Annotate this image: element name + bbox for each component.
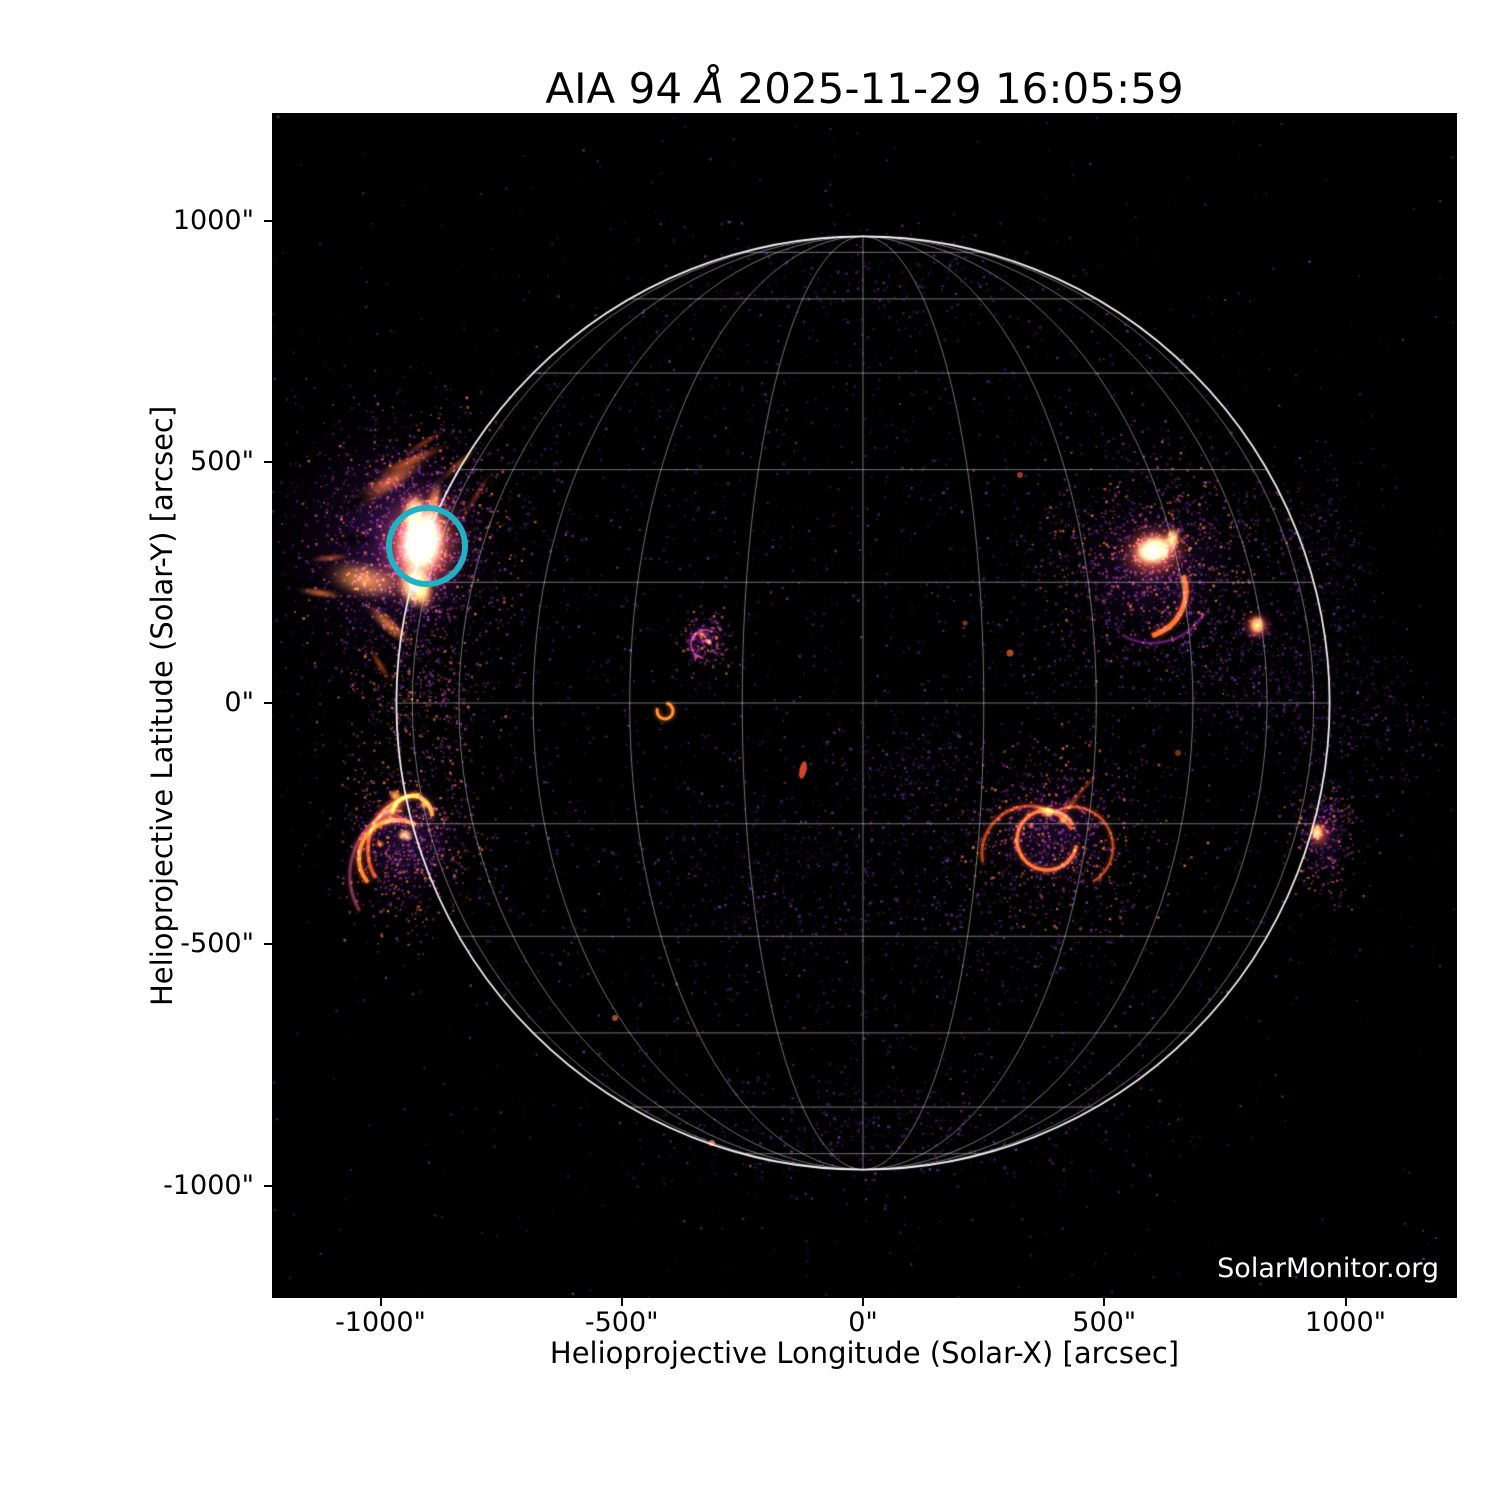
x-tick-label: 0"	[848, 1307, 878, 1338]
y-tick-mark	[264, 943, 272, 946]
title-instrument: AIA 94	[545, 64, 696, 113]
title-datetime: 2025-11-29 16:05:59	[724, 64, 1184, 113]
y-tick-label: 0"	[224, 687, 254, 718]
y-tick-label: 1000"	[172, 204, 254, 236]
x-tick-mark	[620, 1298, 623, 1306]
title-angstrom-symbol: Å	[695, 64, 725, 113]
y-tick-label: -1000"	[163, 1169, 254, 1201]
x-axis-label: Helioprojective Longitude (Solar-X) [arc…	[549, 1336, 1180, 1370]
y-tick-label: -500"	[180, 928, 254, 960]
x-tick-mark	[1344, 1298, 1347, 1306]
y-tick-mark	[264, 219, 272, 222]
y-tick-mark	[264, 702, 272, 704]
x-tick-label: 1000"	[1304, 1307, 1387, 1338]
x-tick-label: -500"	[584, 1307, 659, 1338]
y-tick-mark	[264, 1184, 272, 1187]
x-tick-label: -1000"	[335, 1307, 426, 1338]
y-tick-label: 500"	[190, 445, 254, 477]
x-tick-mark	[1103, 1298, 1106, 1306]
aia-94-solar-image	[272, 113, 1457, 1298]
solar-image-plot-area: SolarMonitor.org	[272, 113, 1457, 1298]
watermark-text: SolarMonitor.org	[1217, 1253, 1439, 1284]
x-tick-mark	[379, 1298, 382, 1306]
figure-title: AIA 94 Å 2025-11-29 16:05:59	[272, 64, 1457, 113]
x-tick-mark	[862, 1298, 864, 1306]
y-tick-mark	[264, 460, 272, 463]
x-tick-label: 500"	[1072, 1307, 1137, 1338]
